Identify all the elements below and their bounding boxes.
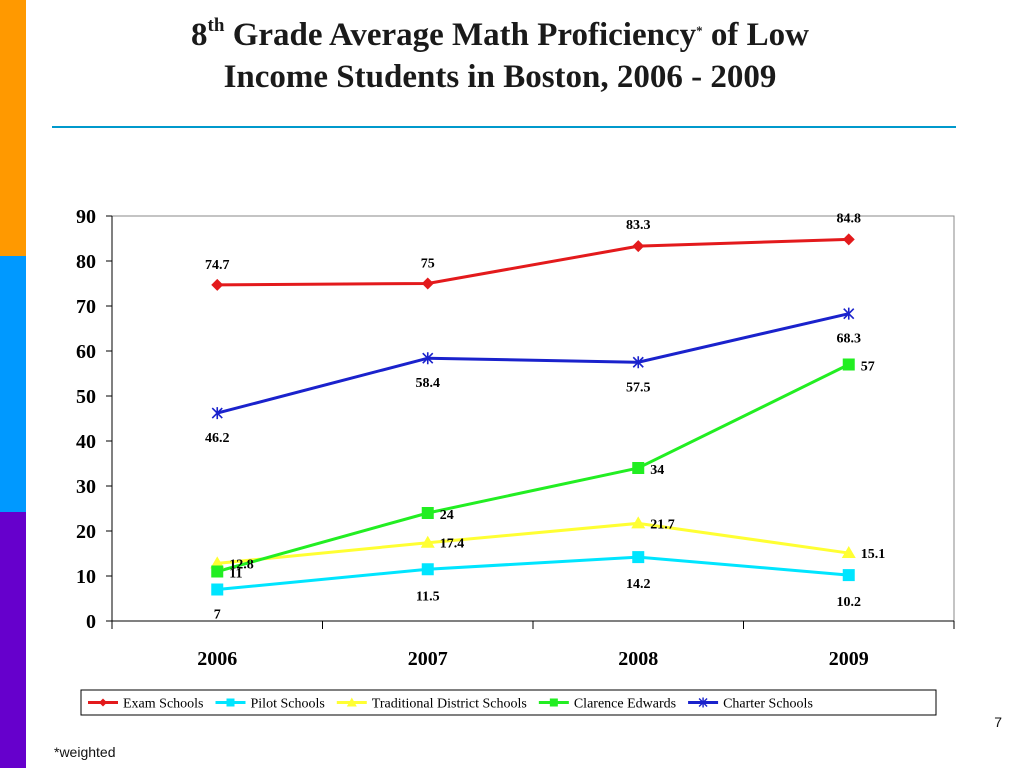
legend-label: Pilot Schools xyxy=(251,697,325,712)
data-point xyxy=(422,352,434,365)
data-label: 17.4 xyxy=(440,537,465,552)
data-point xyxy=(842,233,855,246)
y-tick-label: 40 xyxy=(76,431,96,453)
series-line xyxy=(216,363,850,573)
sidebar-purple-block xyxy=(0,512,26,768)
series-line xyxy=(217,555,849,591)
legend-marker xyxy=(698,697,708,708)
data-point xyxy=(421,507,434,519)
data-point xyxy=(842,569,855,582)
series-line xyxy=(217,521,849,565)
y-tick-label: 80 xyxy=(76,251,96,273)
sidebar-orange-block xyxy=(0,0,26,256)
data-point xyxy=(211,583,224,596)
data-label: 57.5 xyxy=(626,380,651,395)
data-label: 7 xyxy=(214,608,221,623)
data-point xyxy=(632,356,644,369)
title-lead: 8 xyxy=(191,17,208,53)
data-point xyxy=(421,563,434,576)
legend-marker xyxy=(226,698,235,707)
y-tick-label: 50 xyxy=(76,386,96,408)
data-label: 58.4 xyxy=(416,376,441,391)
legend-marker xyxy=(99,698,107,707)
data-point xyxy=(632,462,645,474)
slide-title: 8th Grade Average Math Proficiency* of L… xyxy=(50,14,950,98)
y-tick-label: 60 xyxy=(76,341,96,363)
title-mid: Grade Average Math Proficiency xyxy=(224,17,697,53)
data-point xyxy=(843,307,855,320)
title-superscript: th xyxy=(207,15,225,36)
legend-label: Exam Schools xyxy=(123,697,204,712)
data-label: 10.2 xyxy=(837,595,862,610)
x-tick-label: 2009 xyxy=(829,648,869,670)
y-tick-label: 30 xyxy=(76,476,96,498)
series-line xyxy=(217,237,849,287)
title-line2: Income Students in Boston, 2006 - 2009 xyxy=(223,59,777,95)
y-tick-label: 10 xyxy=(76,566,96,588)
series-line xyxy=(216,312,850,415)
data-label: 74.7 xyxy=(205,258,230,273)
sidebar-blue-block xyxy=(0,256,26,512)
legend-label: Charter Schools xyxy=(723,697,813,712)
data-label: 14.2 xyxy=(626,577,651,592)
slide-number: 7 xyxy=(994,714,1002,730)
data-label: 21.7 xyxy=(650,517,675,532)
data-label: 68.3 xyxy=(837,332,862,347)
title-asterisk: * xyxy=(696,23,703,38)
data-point xyxy=(631,516,646,529)
data-label: 11.5 xyxy=(416,589,440,604)
legend-label: Clarence Edwards xyxy=(574,697,676,712)
data-label: 11 xyxy=(229,567,242,582)
data-point xyxy=(211,407,223,420)
y-tick-label: 70 xyxy=(76,296,96,318)
legend-marker xyxy=(549,698,558,707)
data-label: 75 xyxy=(421,257,435,272)
data-label: 83.3 xyxy=(626,218,651,233)
data-point xyxy=(210,556,225,569)
y-tick-label: 20 xyxy=(76,521,96,543)
data-point xyxy=(420,535,435,548)
legend-label: Traditional District Schools xyxy=(372,697,527,712)
data-point xyxy=(211,565,224,578)
data-label: 84.8 xyxy=(837,211,862,226)
data-label: 15.1 xyxy=(861,547,886,562)
data-point xyxy=(842,358,855,371)
x-tick-label: 2007 xyxy=(408,648,448,670)
x-tick-label: 2006 xyxy=(197,648,237,670)
data-label: 34 xyxy=(650,463,664,478)
data-point xyxy=(632,240,645,253)
data-point xyxy=(841,546,856,559)
data-label: 57 xyxy=(861,360,875,375)
y-tick-label: 90 xyxy=(76,206,96,228)
title-tail: of Low xyxy=(702,17,809,53)
footnote: *weighted xyxy=(54,744,116,760)
data-label: 46.2 xyxy=(205,431,230,446)
sidebar-color-bar xyxy=(0,0,26,768)
data-point xyxy=(211,278,224,291)
data-point xyxy=(632,551,645,564)
data-label: 24 xyxy=(440,508,454,523)
data-point xyxy=(421,277,434,290)
title-divider xyxy=(52,126,956,128)
legend-marker xyxy=(346,697,357,707)
data-label: 12.8 xyxy=(229,557,254,572)
y-tick-label: 0 xyxy=(86,611,96,633)
x-tick-label: 2008 xyxy=(618,648,658,670)
